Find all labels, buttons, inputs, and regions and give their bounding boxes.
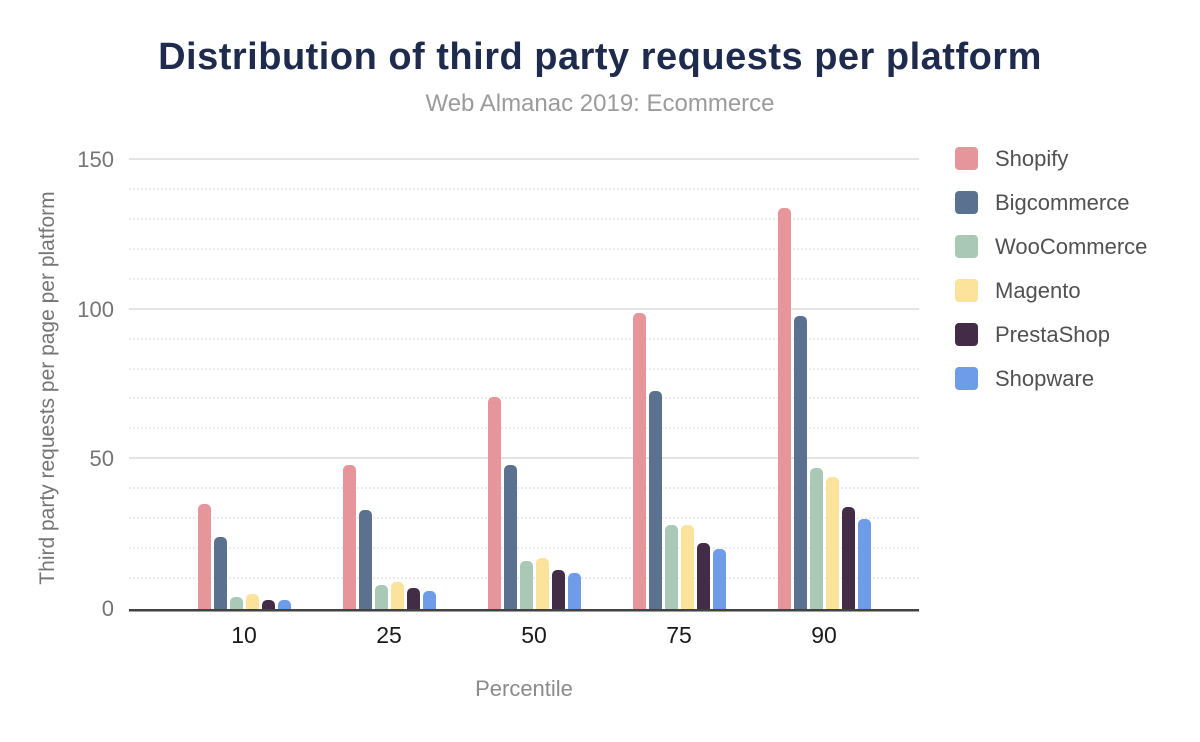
- legend-item-shopify: Shopify: [955, 145, 1147, 171]
- bar-prestashop-p90: [841, 507, 855, 609]
- bar-group-p10: [197, 160, 291, 609]
- bar-magento-p75: [680, 525, 694, 609]
- bar-group-p75: [632, 160, 726, 609]
- bar-group-p90: [777, 160, 871, 609]
- bar-shopify-p90: [777, 207, 791, 609]
- legend-label-bigcommerce: Bigcommerce: [995, 189, 1130, 215]
- x-tick-label-75: 75: [666, 622, 692, 648]
- minor-gridline: [129, 397, 919, 400]
- bar-shopware-p10: [277, 600, 291, 609]
- bar-prestashop-p10: [261, 600, 275, 609]
- bar-magento-p90: [825, 477, 839, 609]
- minor-gridline: [129, 517, 919, 520]
- legend-item-woocommerce: WooCommerce: [955, 233, 1148, 259]
- bar-woocommerce-p90: [809, 468, 823, 609]
- bar-shopify-p25: [342, 465, 356, 609]
- bar-group-p25: [342, 160, 436, 609]
- major-gridline: [129, 457, 919, 460]
- bar-shopify-p50: [487, 396, 501, 609]
- legend-label-shopify: Shopify: [995, 145, 1069, 171]
- minor-gridline: [129, 547, 919, 550]
- x-tick-label-50: 50: [521, 622, 547, 648]
- bar-woocommerce-p50: [519, 561, 533, 609]
- legend-item-prestashop: PrestaShop: [955, 321, 1147, 347]
- bar-shopware-p75: [712, 549, 726, 609]
- legend-swatch-shopify: [955, 147, 978, 170]
- bar-bigcommerce-p90: [793, 315, 807, 609]
- minor-gridline: [129, 487, 919, 490]
- legend-label-woocommerce: WooCommerce: [995, 233, 1148, 259]
- bar-shopware-p90: [857, 519, 871, 609]
- minor-gridline: [129, 337, 919, 340]
- major-gridline: [129, 307, 919, 310]
- legend-label-prestashop: PrestaShop: [995, 321, 1110, 347]
- bar-prestashop-p50: [551, 570, 565, 609]
- legend-swatch-shopware: [955, 367, 978, 390]
- bar-shopware-p25: [422, 591, 436, 609]
- x-axis-title: Percentile: [475, 676, 573, 701]
- legend: Shopify Bigcommerce WooCommerce Magento Pres…: [955, 145, 1148, 411]
- minor-gridline: [129, 247, 919, 250]
- y-tick-label: 100: [77, 296, 114, 322]
- legend-swatch-prestashop: [955, 323, 978, 346]
- major-gridline: [129, 158, 919, 160]
- plot-area: [129, 158, 919, 612]
- x-axis-line: [129, 609, 919, 612]
- minor-gridline: [129, 427, 919, 430]
- bar-woocommerce-p25: [374, 585, 388, 609]
- legend-item-shopware: Shopware: [955, 365, 1147, 391]
- legend-label-magento: Magento: [995, 277, 1081, 303]
- legend-item-bigcommerce: Bigcommerce: [955, 189, 1147, 215]
- legend-swatch-woocommerce: [955, 235, 978, 258]
- legend-swatch-magento: [955, 279, 978, 302]
- y-tick-label: 50: [89, 446, 114, 472]
- bar-shopware-p50: [567, 573, 581, 609]
- bar-group-p50: [487, 160, 581, 609]
- chart-title: Distribution of third party requests per…: [158, 36, 1042, 78]
- bar-prestashop-p75: [696, 543, 710, 609]
- bar-bigcommerce-p25: [358, 510, 372, 609]
- x-tick-label-10: 10: [231, 622, 257, 648]
- bar-woocommerce-p75: [664, 525, 678, 609]
- minor-gridline: [129, 217, 919, 220]
- x-tick-label-25: 25: [376, 622, 402, 648]
- bar-magento-p10: [245, 594, 259, 609]
- legend-item-magento: Magento: [955, 277, 1147, 303]
- legend-label-shopware: Shopware: [995, 365, 1095, 391]
- chart-subtitle: Web Almanac 2019: Ecommerce: [425, 90, 775, 117]
- y-tick-label: 150: [77, 147, 114, 172]
- x-tick-label-90: 90: [811, 622, 837, 648]
- minor-gridline: [129, 367, 919, 370]
- legend-swatch-bigcommerce: [955, 191, 978, 214]
- bar-bigcommerce-p10: [213, 537, 227, 609]
- bar-shopify-p10: [197, 504, 211, 609]
- y-tick-label: 0: [101, 596, 114, 621]
- bar-bigcommerce-p75: [648, 390, 662, 609]
- bar-shopify-p75: [632, 312, 646, 609]
- bar-bigcommerce-p50: [503, 465, 517, 609]
- bar-magento-p25: [390, 582, 404, 609]
- y-axis-title: Third party requests per page per platfo…: [36, 191, 59, 585]
- bar-woocommerce-p10: [229, 597, 243, 609]
- bar-prestashop-p25: [406, 588, 420, 609]
- minor-gridline: [129, 277, 919, 280]
- bar-magento-p50: [535, 558, 549, 609]
- minor-gridline: [129, 187, 919, 190]
